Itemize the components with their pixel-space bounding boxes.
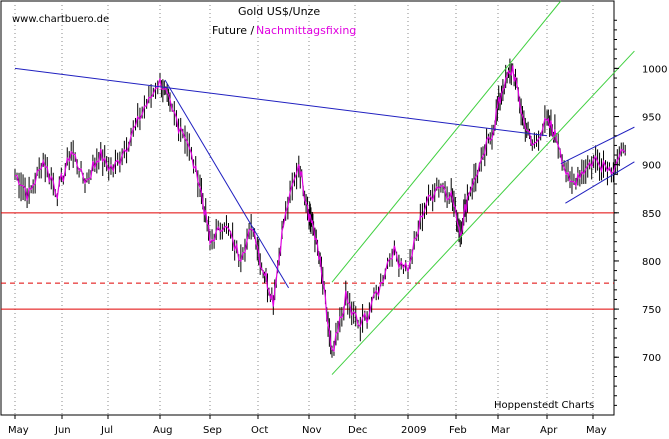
x-tick-label-1: Jun bbox=[54, 425, 71, 436]
x-tick-label-0: May bbox=[8, 425, 29, 436]
x-tick-label-12: May bbox=[586, 425, 607, 436]
x-tick-label-11: Apr bbox=[540, 425, 558, 436]
trendline-2 bbox=[560, 126, 635, 165]
y-tick-label-1: 950 bbox=[642, 113, 661, 124]
fixing-line bbox=[14, 65, 626, 353]
y-tick-label-5: 750 bbox=[642, 305, 661, 316]
trendline-1 bbox=[164, 79, 290, 289]
source-label: Hoppenstedt Charts bbox=[494, 400, 594, 411]
y-tick-label-0: 1000 bbox=[642, 64, 667, 75]
x-tick-label-4: Sep bbox=[203, 425, 222, 436]
x-tick-label-9: Feb bbox=[449, 425, 467, 436]
channel-line-0 bbox=[331, 0, 562, 283]
price-series bbox=[14, 58, 626, 358]
x-axis-ticks: May Jun Jul Aug Sep Oct Nov Dec 2009 Feb Mar Apr May bbox=[8, 415, 607, 436]
vertical-gridlines bbox=[14, 1, 594, 415]
x-tick-label-5: Oct bbox=[251, 425, 268, 436]
channel-line-1 bbox=[331, 50, 635, 375]
y-axis-ticks: 1000 950 900 850 800 750 700 bbox=[614, 19, 667, 406]
y-tick-label-6: 700 bbox=[642, 353, 661, 364]
y-tick-label-2: 900 bbox=[642, 161, 661, 172]
x-tick-label-7: Dec bbox=[348, 425, 367, 436]
x-tick-label-6: Nov bbox=[302, 425, 322, 436]
watermark-text: www.chartbuero.de bbox=[12, 14, 109, 25]
y-tick-label-3: 850 bbox=[642, 209, 661, 220]
trendlines bbox=[14, 67, 635, 289]
trendline-3 bbox=[565, 161, 635, 204]
channel-lines bbox=[331, 0, 635, 375]
x-tick-label-10: Mar bbox=[491, 425, 511, 436]
x-tick-label-2: Jul bbox=[100, 425, 113, 436]
x-tick-label-3: Aug bbox=[153, 425, 173, 436]
chart-subtitle-future: Future / bbox=[212, 24, 255, 37]
y-tick-label-4: 800 bbox=[642, 257, 661, 268]
chart-title: Gold US$/Unze bbox=[238, 5, 320, 18]
chart-subtitle-fixing: Nachmittagsfixing bbox=[256, 24, 356, 37]
x-tick-label-8: 2009 bbox=[401, 425, 426, 436]
plot-frame bbox=[0, 0, 615, 416]
trendline-0 bbox=[14, 67, 548, 137]
